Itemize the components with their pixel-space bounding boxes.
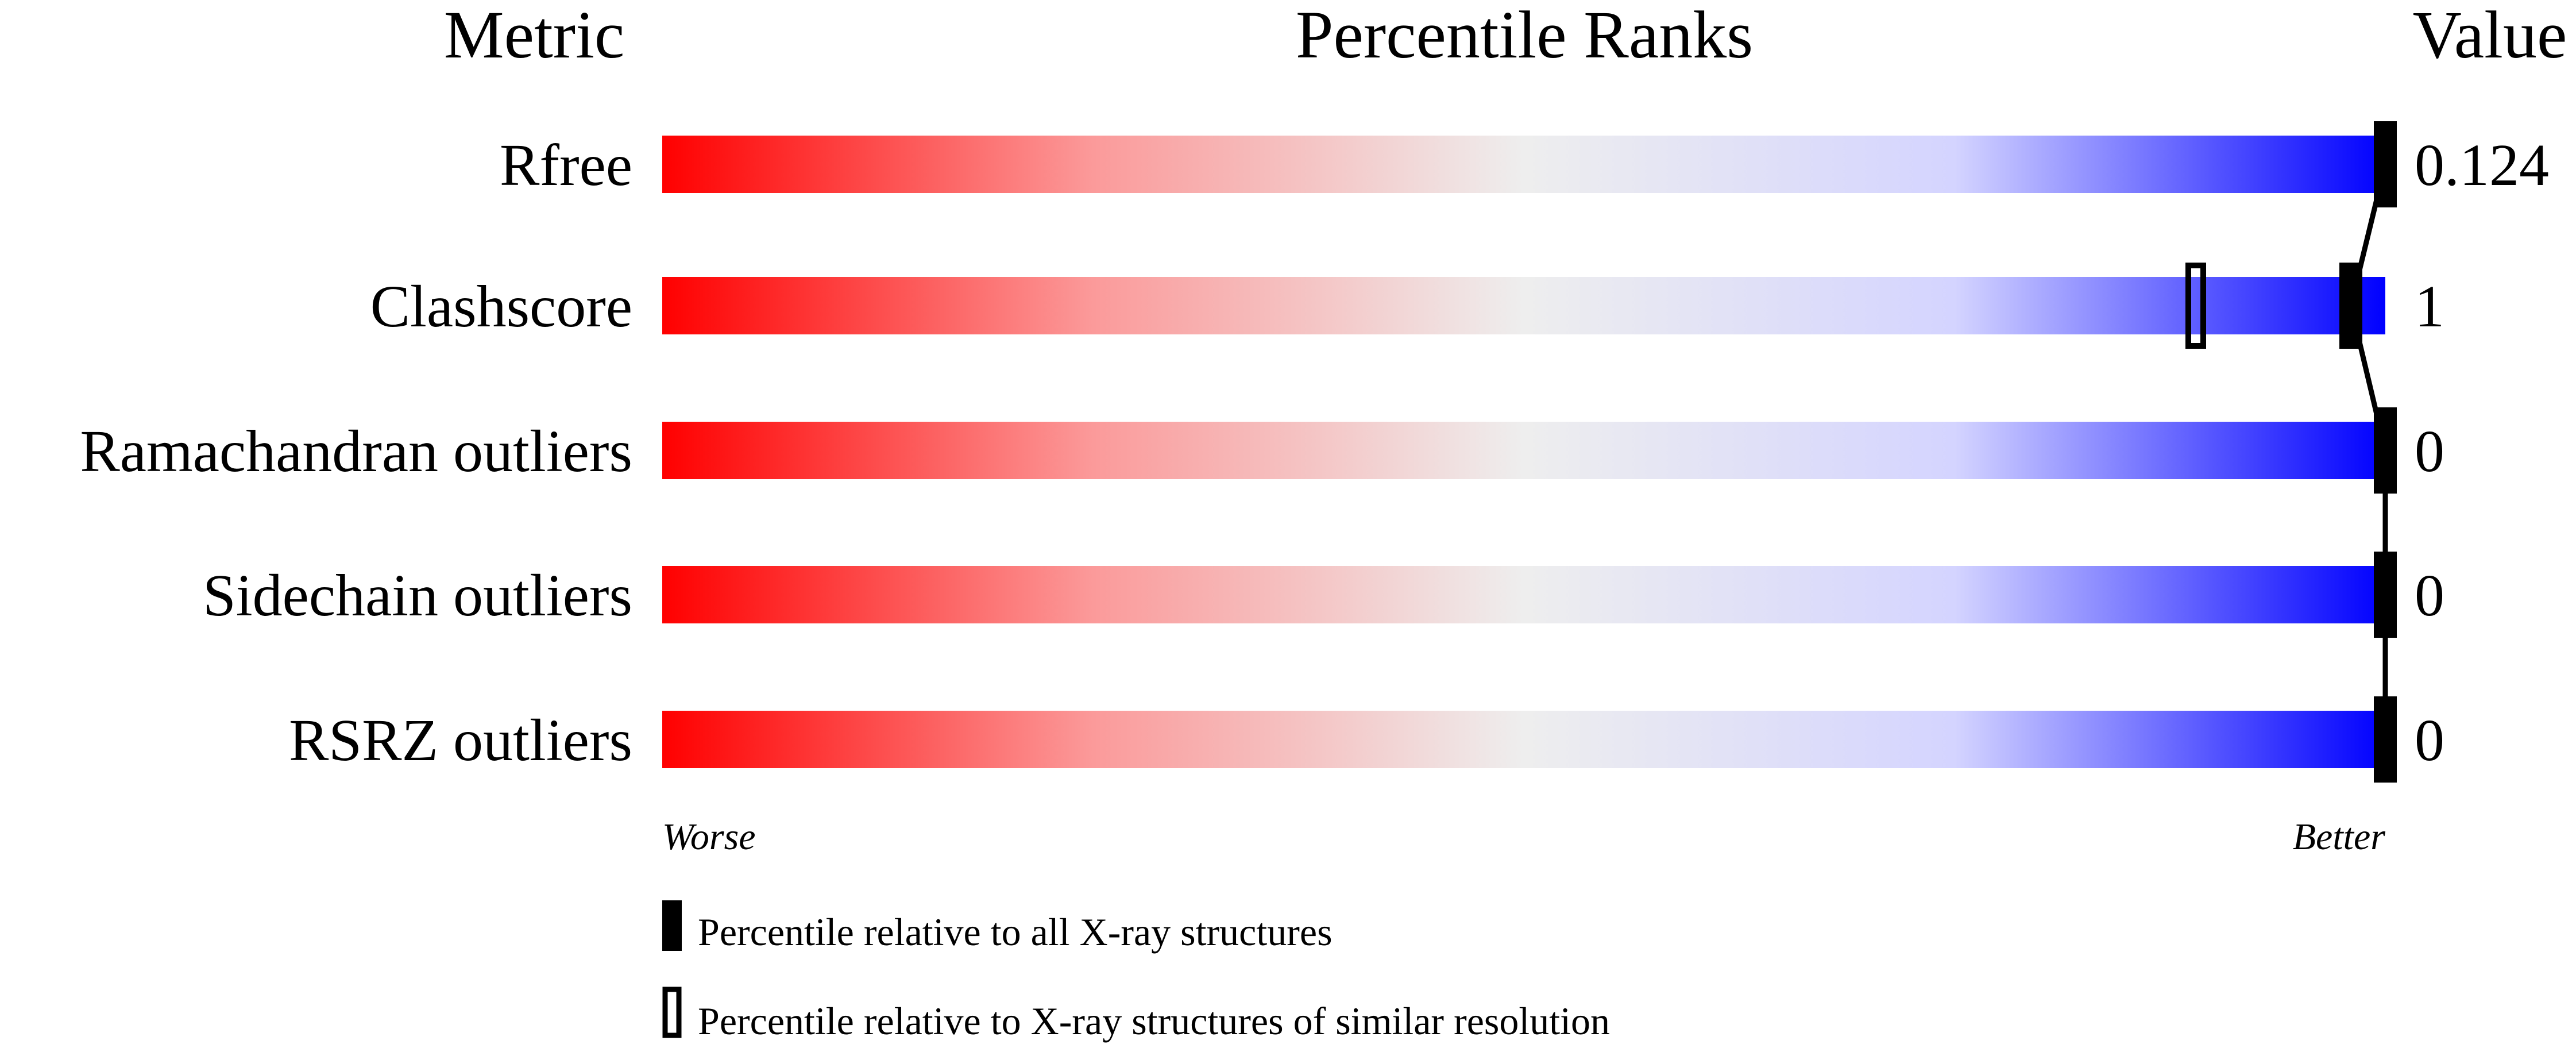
percentile-bar bbox=[662, 422, 2385, 479]
metric-value: 0.124 bbox=[2415, 132, 2549, 198]
metric-label: Clashscore bbox=[370, 273, 632, 340]
legend-filled-marker-icon bbox=[662, 900, 682, 951]
percentile-marker-all bbox=[2374, 696, 2397, 783]
metric-label: Ramachandran outliers bbox=[80, 418, 632, 484]
legend-open-label: Percentile relative to X-ray structures … bbox=[698, 999, 1610, 1043]
metric-value: 0 bbox=[2415, 562, 2444, 629]
percentile-marker-all bbox=[2374, 121, 2397, 207]
percentile-bar bbox=[662, 136, 2385, 193]
metric-label: Rfree bbox=[500, 132, 632, 198]
metric-header: Metric bbox=[444, 0, 625, 72]
legend-filled-label: Percentile relative to all X-ray structu… bbox=[698, 910, 1333, 954]
percentile-marker-similar bbox=[2185, 263, 2206, 349]
percentile-marker-all bbox=[2374, 407, 2397, 494]
metric-label: RSRZ outliers bbox=[289, 707, 632, 773]
percentile-marker-all bbox=[2374, 552, 2397, 638]
metric-value: 0 bbox=[2415, 418, 2444, 484]
worse-label: Worse bbox=[662, 816, 756, 858]
value-header: Value bbox=[2413, 0, 2567, 72]
metric-value: 1 bbox=[2415, 273, 2444, 340]
metric-label: Sidechain outliers bbox=[203, 562, 632, 629]
percentile-bar bbox=[662, 711, 2385, 768]
chart-title: Percentile Ranks bbox=[1296, 0, 1753, 72]
percentile-bar bbox=[662, 566, 2385, 623]
percentile-bar bbox=[662, 277, 2385, 334]
metric-value: 0 bbox=[2415, 707, 2444, 773]
legend-open-marker-icon bbox=[662, 987, 682, 1038]
better-label: Better bbox=[2293, 816, 2386, 858]
percentile-marker-all bbox=[2339, 263, 2362, 349]
